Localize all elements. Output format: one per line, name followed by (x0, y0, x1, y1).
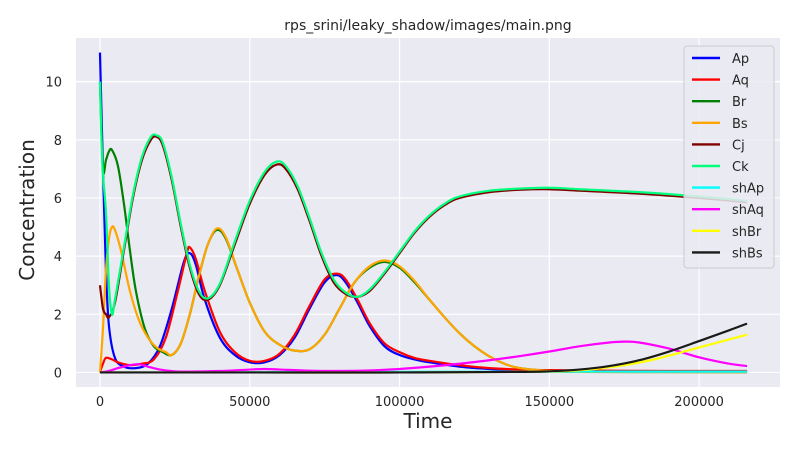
legend-label-br: Br (732, 95, 747, 110)
y-tick-label: 4 (54, 250, 62, 265)
x-tick-label: 50000 (229, 395, 270, 410)
legend-label-bs: Bs (732, 117, 748, 132)
y-tick-label: 6 (54, 192, 62, 207)
legend-item-shbs: shBs (692, 246, 763, 261)
legend: Ap Aq Br Bs Cj Ck shAp shAq shBr shBs (683, 45, 775, 269)
legend-item-br: Br (692, 95, 747, 110)
y-tick-label: 0 (54, 366, 62, 381)
legend-item-ck: Ck (692, 160, 749, 175)
y-tick-label: 2 (54, 308, 62, 323)
series-line-bs (98, 225, 748, 374)
x-tick-label: 200000 (674, 395, 724, 410)
series-line-aq (98, 245, 748, 373)
y-tick-label: 10 (45, 76, 62, 91)
legend-label-shap: shAp (732, 182, 764, 197)
plot-area (76, 38, 780, 387)
x-tick-label: 150000 (525, 395, 575, 410)
legend-label-shaq: shAq (732, 203, 764, 218)
legend-item-shaq: shAq (692, 203, 764, 218)
y-tick-labels: 0 2 4 6 8 10 (45, 76, 62, 382)
legend-label-ck: Ck (732, 160, 749, 175)
x-tick-label: 100000 (375, 395, 425, 410)
legend-item-bs: Bs (692, 117, 748, 132)
x-tick-label: 0 (96, 395, 104, 410)
y-tick-label: 8 (54, 134, 62, 149)
chart-title: rps_srini/leaky_shadow/images/main.png (284, 18, 571, 34)
series-layer (98, 52, 748, 374)
legend-item-cj: Cj (692, 138, 745, 153)
x-axis-label: Time (403, 409, 453, 433)
series-line-ap (98, 52, 748, 373)
legend-item-ap: Ap (692, 52, 749, 67)
legend-label-ap: Ap (732, 52, 749, 67)
legend-item-aq: Aq (692, 74, 749, 89)
x-tick-labels: 0 50000 100000 150000 200000 (96, 395, 724, 410)
legend-item-shap: shAp (692, 182, 764, 197)
series-line-ck (98, 81, 748, 316)
legend-label-shbs: shBs (732, 246, 763, 261)
series-line-shaq (99, 340, 748, 374)
y-axis-label: Concentration (15, 139, 39, 280)
legend-item-shbr: shBr (692, 225, 762, 240)
legend-label-cj: Cj (732, 138, 745, 153)
legend-label-shbr: shBr (732, 225, 762, 240)
legend-label-aq: Aq (732, 74, 749, 89)
series-line-shbs (99, 322, 748, 374)
